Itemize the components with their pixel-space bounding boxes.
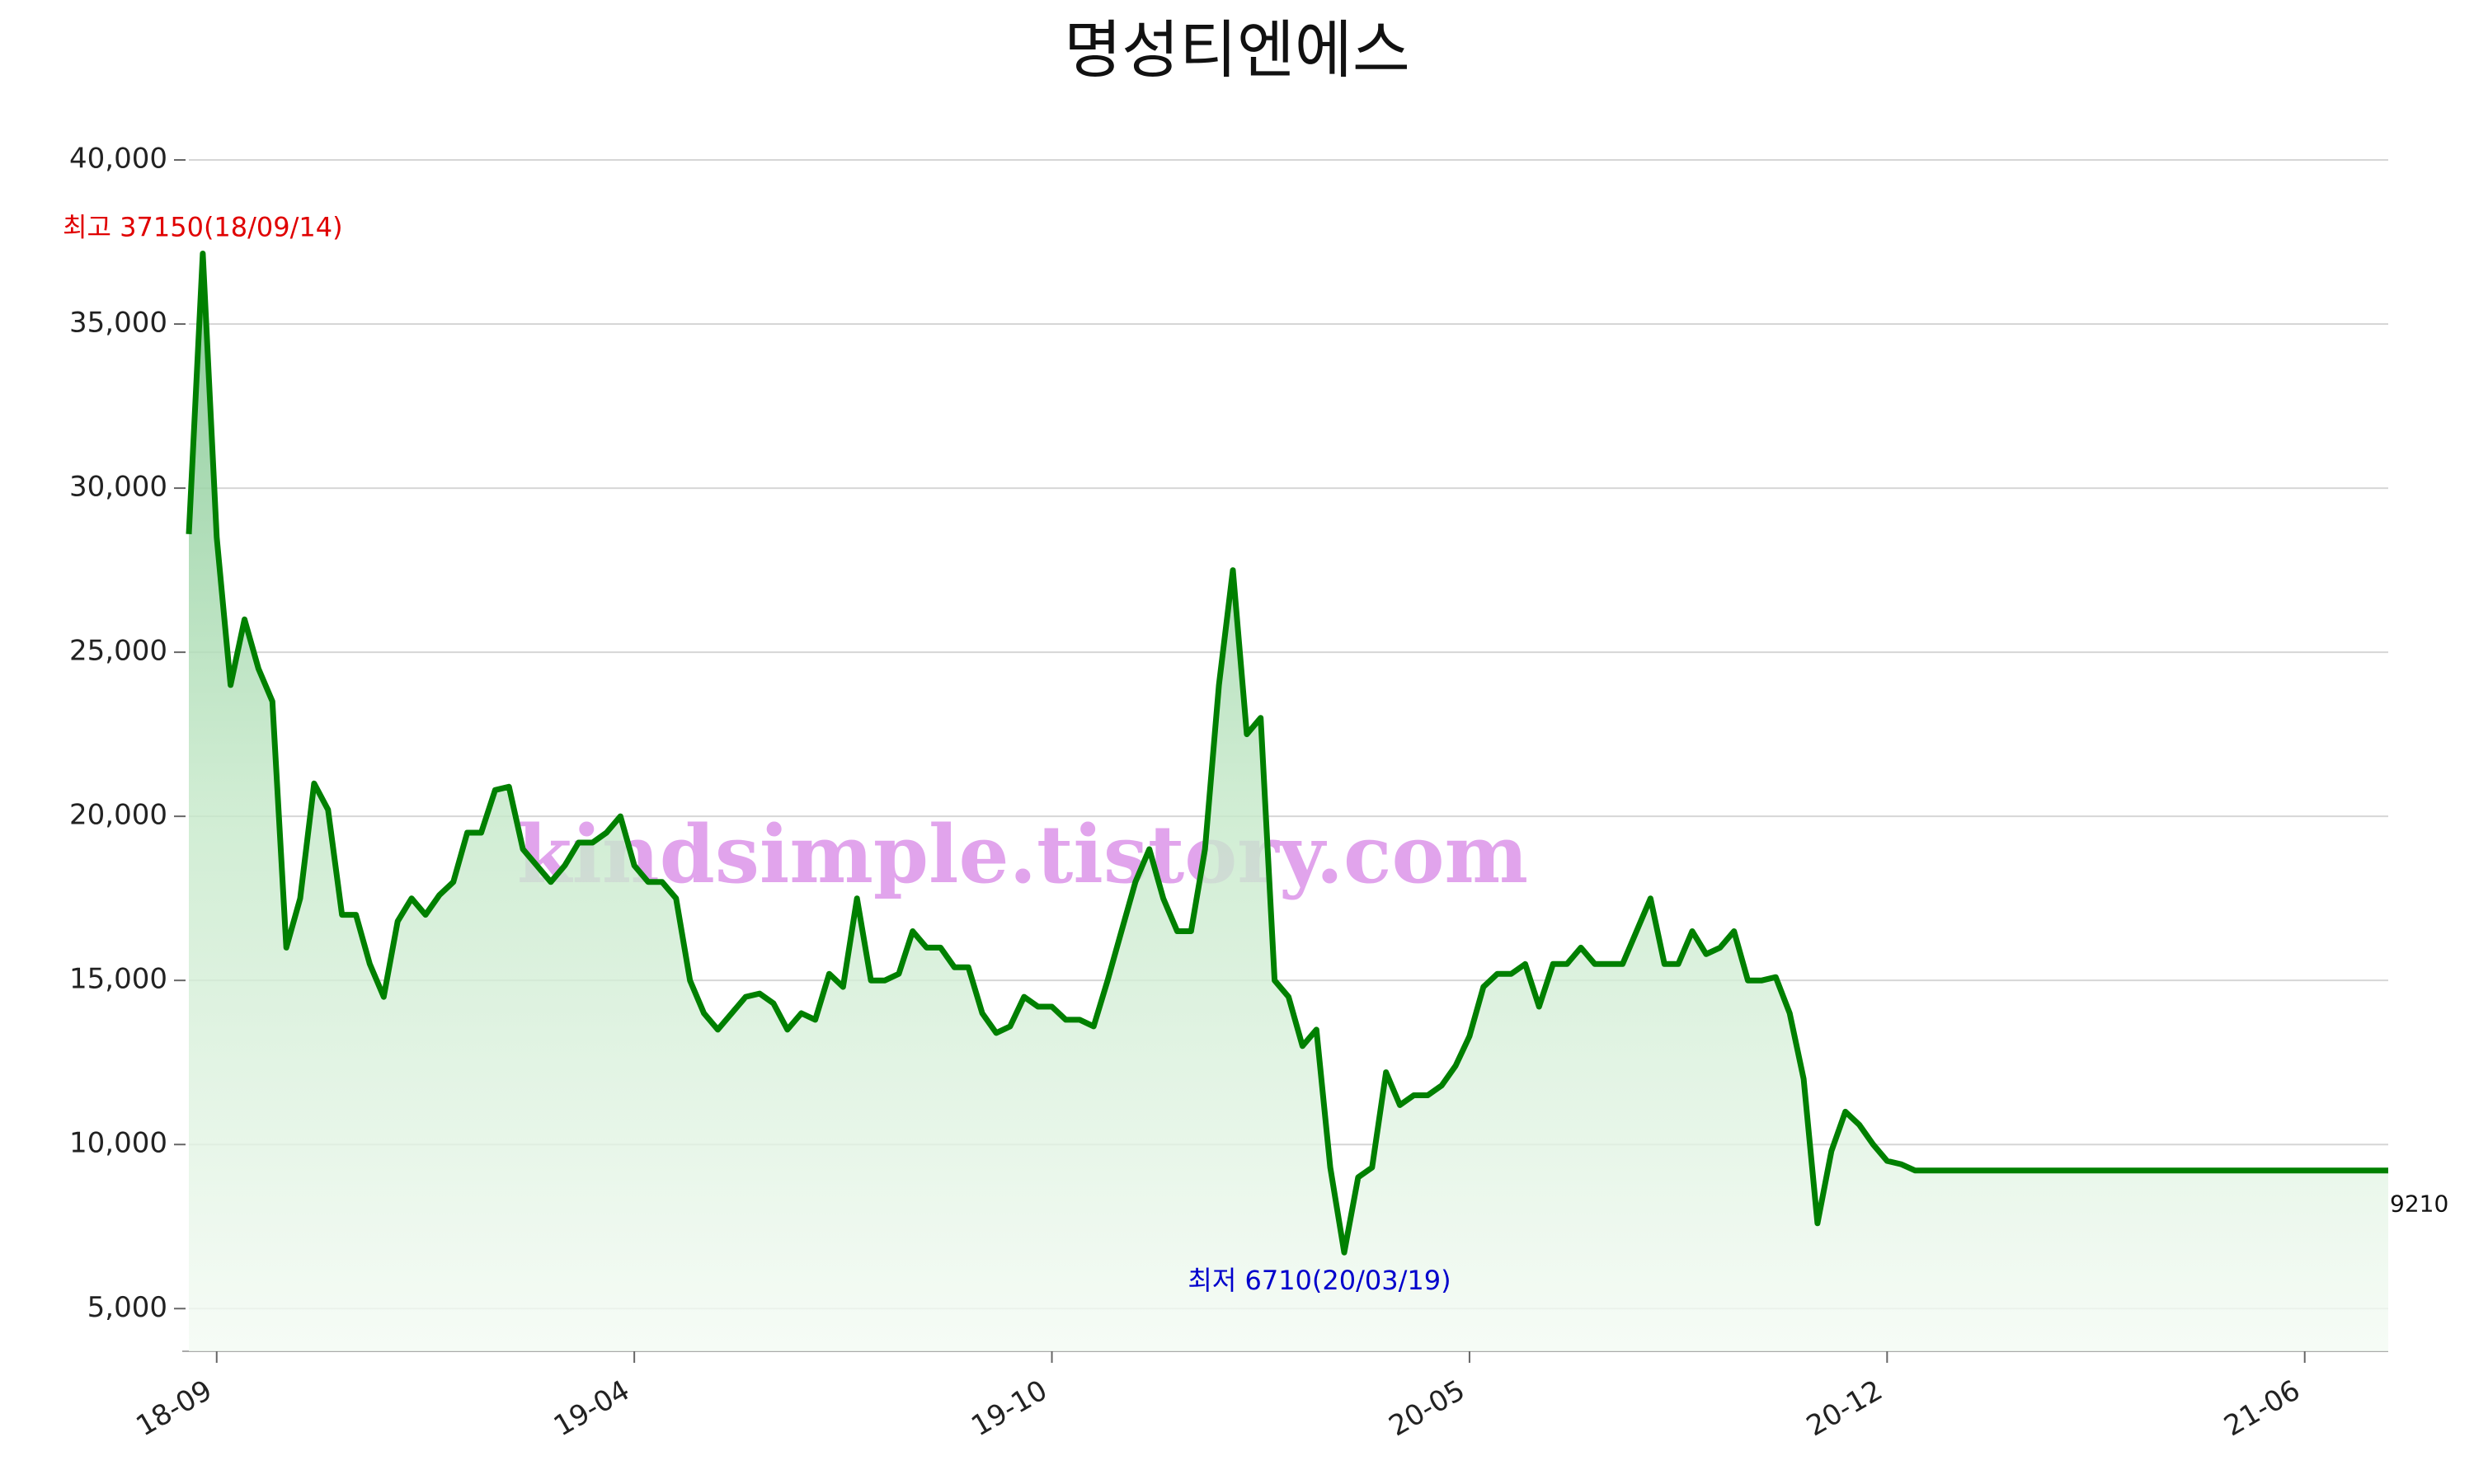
- watermark: kindsimple.tistory.com: [517, 808, 1528, 901]
- y-tick-label: 30,000: [69, 471, 167, 504]
- y-tick-label: 40,000: [69, 143, 167, 176]
- y-tick-label: 15,000: [69, 963, 167, 996]
- y-tick-label: 5,000: [87, 1291, 167, 1324]
- y-tick-label: 20,000: [69, 799, 167, 832]
- max-annotation: 최고 37150(18/09/14): [63, 211, 343, 242]
- chart-title: 명성티엔에스: [1064, 13, 1410, 87]
- x-tick-label: 19-10: [966, 1374, 1053, 1443]
- price-line: [186, 251, 2388, 1256]
- y-tick-label: 35,000: [69, 307, 167, 340]
- min-annotation: 최저 6710(20/03/19): [1188, 1265, 1451, 1296]
- x-tick-label: 18-09: [130, 1374, 218, 1443]
- x-tick-label: 20-12: [1801, 1374, 1888, 1443]
- x-tick-label: 19-04: [548, 1374, 636, 1443]
- y-tick-label: 25,000: [69, 635, 167, 668]
- x-tick-label: 21-06: [2218, 1374, 2306, 1443]
- y-tick-label: 10,000: [69, 1127, 167, 1160]
- area: [189, 253, 2388, 1351]
- last-value-label: 9210: [2390, 1190, 2448, 1218]
- x-tick-label: 20-05: [1384, 1374, 1471, 1443]
